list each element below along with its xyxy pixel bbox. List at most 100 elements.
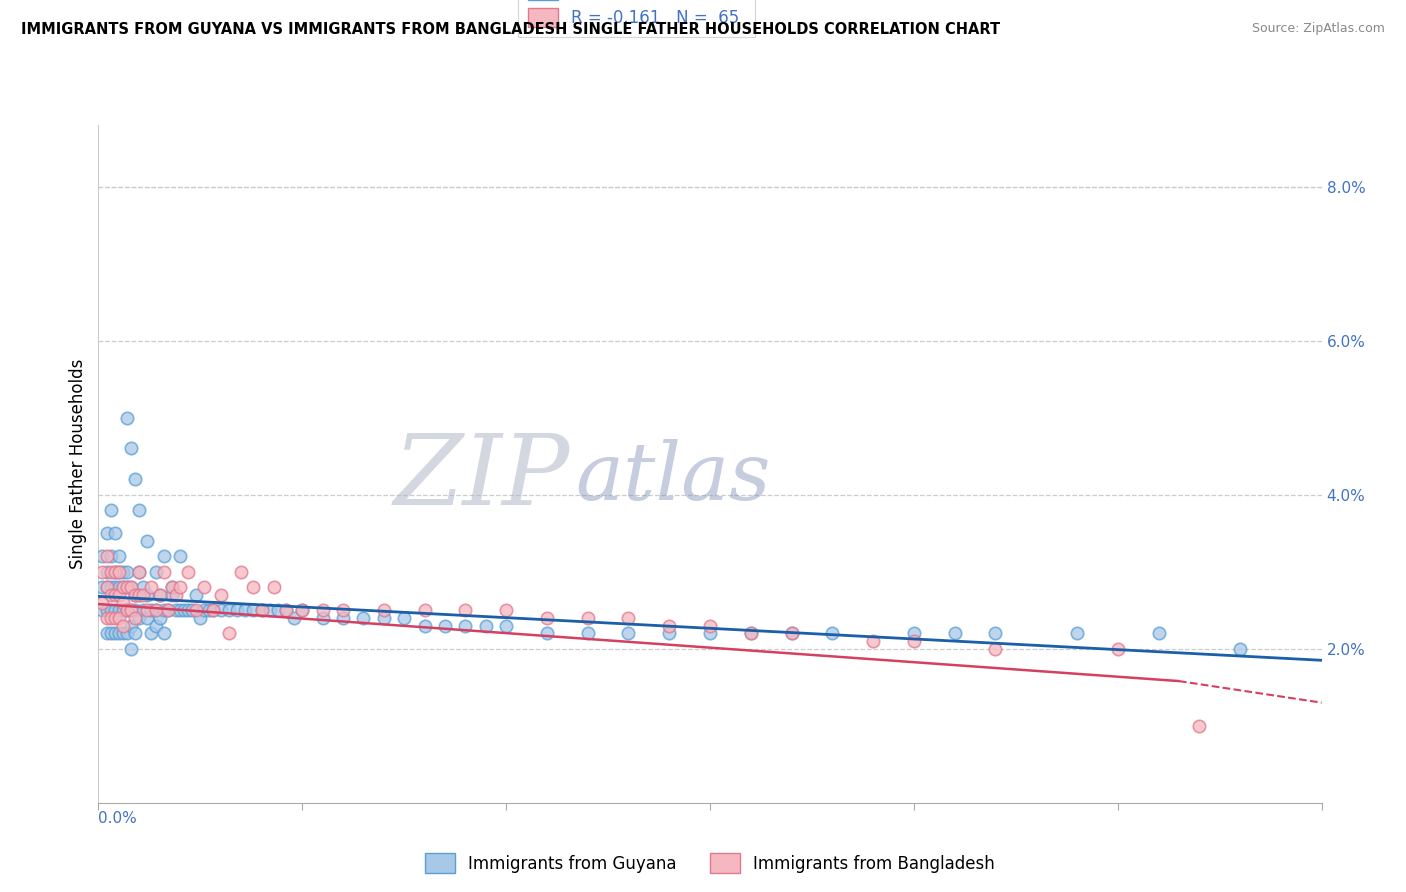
Point bbox=[96, 565, 118, 579]
Point bbox=[201, 603, 224, 617]
Point bbox=[943, 626, 966, 640]
Point bbox=[104, 580, 127, 594]
Point bbox=[96, 549, 118, 564]
Point bbox=[132, 588, 155, 602]
Point bbox=[169, 580, 191, 594]
Point bbox=[115, 580, 138, 594]
Point bbox=[136, 611, 159, 625]
Point bbox=[1229, 641, 1251, 656]
Point bbox=[120, 641, 142, 656]
Point bbox=[250, 603, 273, 617]
Point bbox=[111, 580, 134, 594]
Point bbox=[332, 611, 354, 625]
Point bbox=[145, 565, 167, 579]
Point bbox=[209, 603, 232, 617]
Point bbox=[373, 603, 395, 617]
Point bbox=[576, 626, 599, 640]
Point bbox=[188, 611, 212, 625]
Point bbox=[263, 580, 285, 594]
Y-axis label: Single Father Households: Single Father Households bbox=[69, 359, 87, 569]
Point bbox=[104, 588, 127, 602]
Point bbox=[1066, 626, 1088, 640]
Point bbox=[132, 603, 155, 617]
Point bbox=[132, 580, 155, 594]
Point bbox=[181, 603, 204, 617]
Point bbox=[128, 611, 150, 625]
Point bbox=[658, 618, 681, 632]
Point bbox=[177, 603, 200, 617]
Point bbox=[115, 565, 138, 579]
Point bbox=[100, 580, 122, 594]
Point bbox=[104, 626, 127, 640]
Point bbox=[111, 626, 134, 640]
Point bbox=[100, 565, 122, 579]
Text: Source: ZipAtlas.com: Source: ZipAtlas.com bbox=[1251, 22, 1385, 36]
Point bbox=[242, 603, 264, 617]
Point bbox=[128, 588, 150, 602]
Point bbox=[104, 565, 127, 579]
Point bbox=[283, 611, 305, 625]
Point bbox=[100, 549, 122, 564]
Point bbox=[111, 565, 134, 579]
Point bbox=[152, 626, 174, 640]
Point bbox=[120, 603, 142, 617]
Point bbox=[100, 603, 122, 617]
Point bbox=[100, 503, 122, 517]
Point bbox=[536, 626, 558, 640]
Point bbox=[145, 603, 167, 617]
Point bbox=[165, 603, 187, 617]
Point bbox=[104, 526, 127, 541]
Point bbox=[197, 603, 219, 617]
Point bbox=[780, 626, 803, 640]
Point bbox=[111, 595, 134, 609]
Point bbox=[740, 626, 762, 640]
Point bbox=[136, 603, 159, 617]
Point bbox=[100, 626, 122, 640]
Point bbox=[104, 611, 127, 625]
Point bbox=[454, 618, 477, 632]
Point bbox=[128, 565, 150, 579]
Point bbox=[145, 618, 167, 632]
Point bbox=[152, 549, 174, 564]
Point bbox=[96, 603, 118, 617]
Point bbox=[165, 588, 187, 602]
Point bbox=[780, 626, 803, 640]
Point bbox=[495, 603, 517, 617]
Point bbox=[96, 526, 118, 541]
Point bbox=[218, 603, 240, 617]
Point bbox=[128, 503, 150, 517]
Point bbox=[156, 603, 179, 617]
Point bbox=[173, 603, 195, 617]
Point bbox=[1147, 626, 1170, 640]
Point bbox=[291, 603, 314, 617]
Point bbox=[984, 626, 1007, 640]
Point bbox=[149, 588, 172, 602]
Point bbox=[274, 603, 297, 617]
Point bbox=[108, 565, 131, 579]
Point bbox=[312, 603, 335, 617]
Point bbox=[291, 603, 314, 617]
Point bbox=[984, 641, 1007, 656]
Point bbox=[149, 588, 172, 602]
Point bbox=[108, 549, 131, 564]
Point bbox=[231, 565, 253, 579]
Legend: Immigrants from Guyana, Immigrants from Bangladesh: Immigrants from Guyana, Immigrants from … bbox=[415, 843, 1005, 882]
Point bbox=[91, 549, 114, 564]
Point bbox=[193, 603, 215, 617]
Point bbox=[145, 603, 167, 617]
Point bbox=[120, 618, 142, 632]
Point bbox=[259, 603, 281, 617]
Point bbox=[617, 611, 640, 625]
Point bbox=[536, 611, 558, 625]
Point bbox=[111, 580, 134, 594]
Text: 0.0%: 0.0% bbox=[98, 811, 138, 826]
Point bbox=[658, 626, 681, 640]
Point bbox=[233, 603, 256, 617]
Point bbox=[128, 565, 150, 579]
Point bbox=[91, 580, 114, 594]
Point bbox=[903, 634, 925, 648]
Point bbox=[124, 626, 146, 640]
Point bbox=[274, 603, 297, 617]
Point bbox=[124, 588, 146, 602]
Point bbox=[1188, 719, 1211, 733]
